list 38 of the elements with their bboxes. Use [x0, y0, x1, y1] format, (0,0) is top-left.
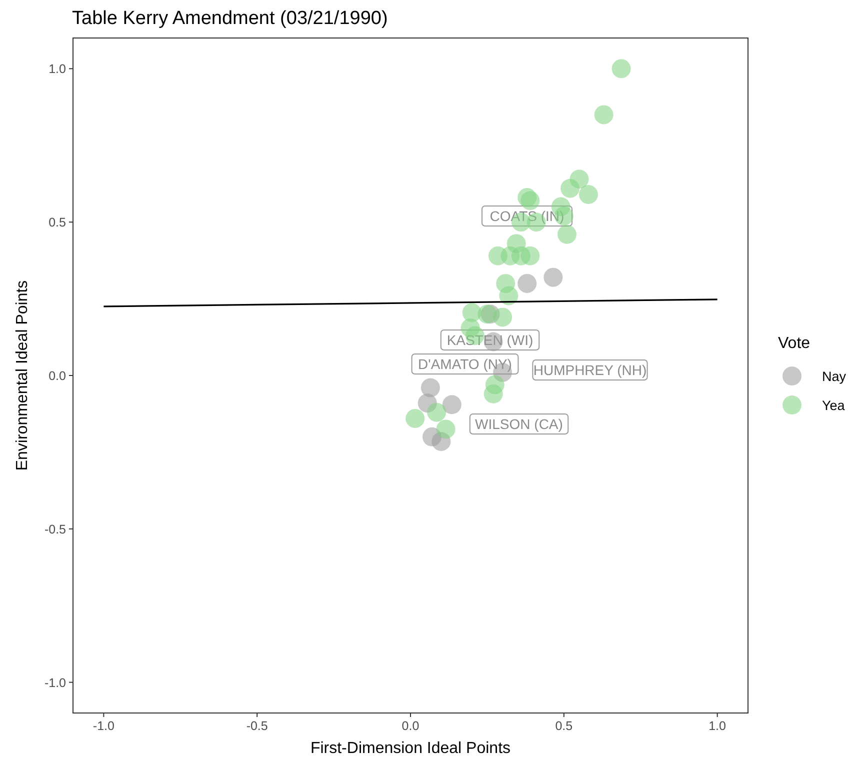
point [493, 308, 512, 327]
point [420, 378, 440, 398]
point [520, 191, 540, 210]
x-tick-label: 0.0 [402, 719, 420, 733]
legend-title: Vote [778, 335, 810, 352]
point [436, 420, 456, 439]
annotation: D'AMATO (NY) [418, 356, 512, 372]
y-tick-label: 0.5 [48, 216, 66, 230]
point [612, 59, 631, 78]
legend-label: Yea [822, 398, 846, 413]
point [442, 395, 462, 414]
point [544, 268, 563, 287]
x-tick-label: 0.5 [555, 719, 573, 733]
annotation: HUMPHREY (NH) [533, 362, 647, 378]
y-tick-label: 1.0 [48, 62, 66, 76]
point [520, 246, 540, 266]
chart-title: Table Kerry Amendment (03/21/1990) [72, 8, 388, 29]
y-tick-label: 0.0 [48, 369, 66, 383]
point [499, 286, 518, 306]
legend-label: Nay [822, 369, 846, 384]
annotation: WILSON (CA) [475, 416, 563, 432]
point [594, 105, 614, 124]
y-axis-title: Environmental Ideal Points [14, 280, 31, 471]
point [406, 408, 425, 428]
point [478, 304, 497, 324]
annotation: KASTEN (WI) [446, 332, 534, 348]
point [560, 178, 580, 198]
y-tick-label: -1.0 [44, 676, 66, 690]
point [557, 224, 576, 244]
point [427, 402, 446, 422]
x-tick-label: -1.0 [92, 719, 114, 733]
x-tick-label: 1.0 [708, 719, 726, 733]
point [484, 384, 503, 404]
y-tick-label: -0.5 [44, 522, 66, 536]
x-axis-title: First-Dimension Ideal Points [310, 740, 511, 757]
point [518, 274, 537, 293]
x-tick-label: -0.5 [246, 719, 268, 733]
point [578, 184, 598, 204]
